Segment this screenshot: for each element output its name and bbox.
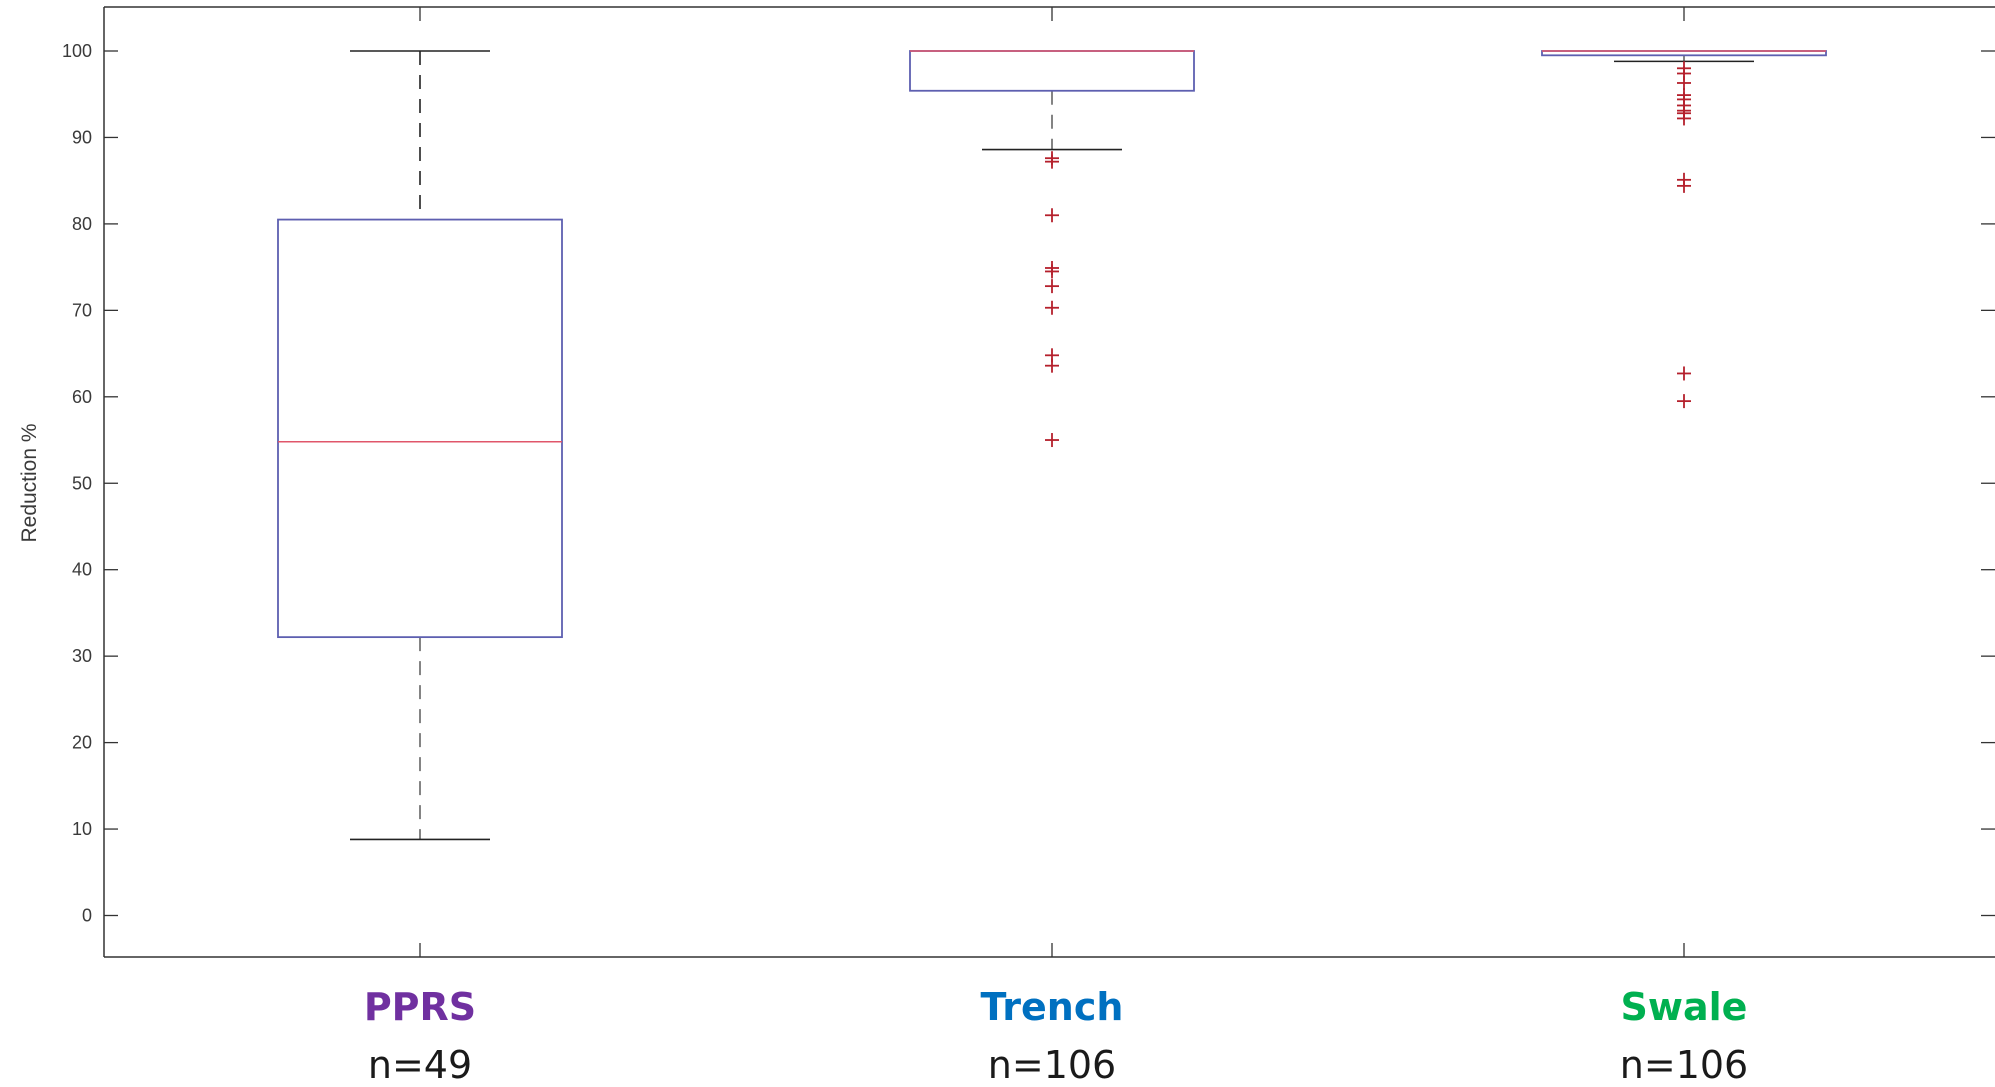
box-series	[277, 50, 1827, 841]
box-swale	[1541, 50, 1827, 409]
n-label-swale: n=106	[1620, 1043, 1748, 1087]
y-tick-label-30: 30	[72, 646, 92, 666]
box-trench	[909, 50, 1195, 448]
y-tick-label-90: 90	[72, 127, 92, 147]
y-tick-label-60: 60	[72, 387, 92, 407]
category-label-trench: Trench	[981, 985, 1124, 1029]
outlier-trench-9	[1045, 433, 1059, 448]
category-label-swale: Swale	[1621, 985, 1748, 1029]
n-label-trench: n=106	[988, 1043, 1116, 1087]
outlier-swale-12	[1677, 394, 1691, 409]
outlier-swale-2	[1677, 75, 1691, 90]
outlier-trench-1	[1045, 154, 1059, 169]
outlier-swale-8	[1677, 111, 1691, 126]
outlier-trench-4	[1045, 264, 1059, 279]
y-axis: 0 10 20 30 40 50 60 70 80 90 100	[62, 41, 1995, 926]
y-tick-label-70: 70	[72, 300, 92, 320]
box-pprs	[277, 50, 563, 841]
category-labels: PPRS n=49 Trench n=106 Swale n=106	[364, 985, 1748, 1087]
y-tick-label-50: 50	[72, 473, 92, 493]
y-tick-label-80: 80	[72, 214, 92, 234]
y-tick-label-20: 20	[72, 733, 92, 753]
outlier-trench-2	[1045, 208, 1059, 223]
n-label-pprs: n=49	[368, 1043, 472, 1087]
y-tick-label-100: 100	[62, 41, 92, 61]
y-tick-label-10: 10	[72, 819, 92, 839]
outlier-trench-6	[1045, 300, 1059, 315]
outlier-trench-5	[1045, 279, 1059, 294]
category-label-pprs: PPRS	[364, 985, 476, 1029]
box-iqr-pprs	[277, 218, 563, 639]
outlier-trench-8	[1045, 358, 1059, 373]
y-axis-title: Reduction %	[18, 423, 41, 542]
outlier-swale-10	[1677, 178, 1691, 193]
outlier-swale-11	[1677, 366, 1691, 381]
y-tick-label-0: 0	[82, 906, 92, 926]
plot-frame	[103, 6, 1995, 958]
y-tick-label-40: 40	[72, 560, 92, 580]
box-iqr-trench	[909, 50, 1195, 92]
